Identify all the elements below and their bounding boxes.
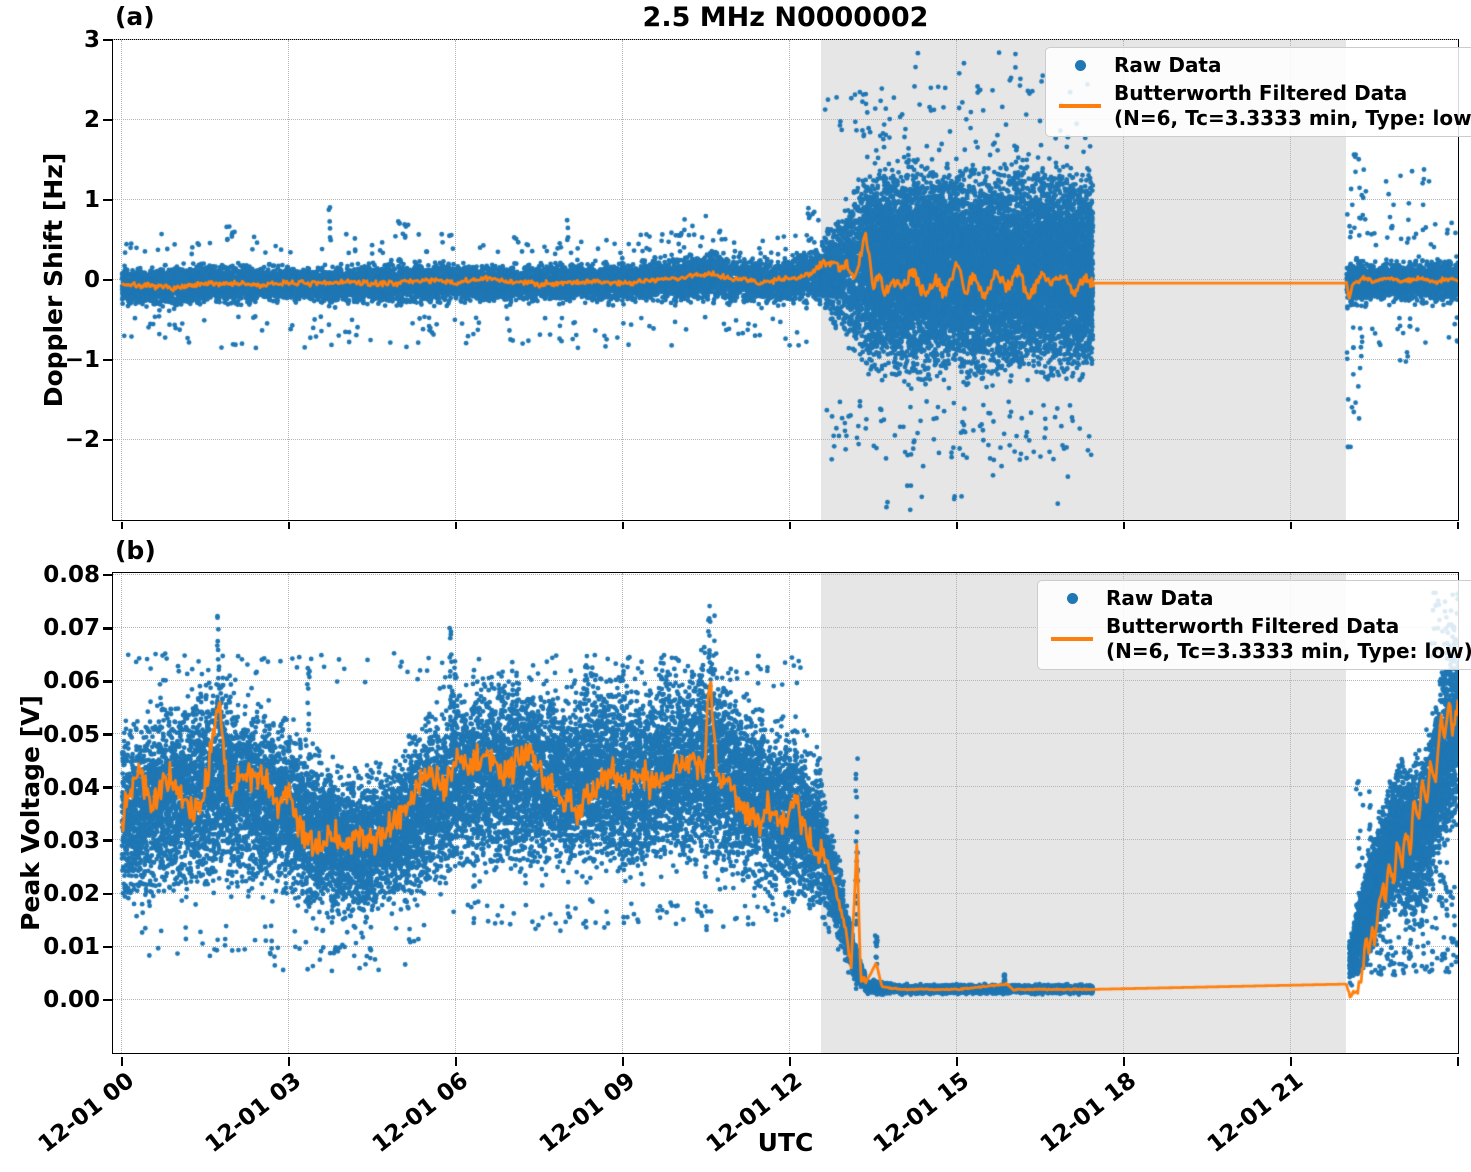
tick-mark [1122, 1056, 1126, 1066]
figure-title: 2.5 MHz N0000002 [642, 2, 929, 33]
legend-entry-raw: Raw Data [1044, 586, 1465, 611]
tick-mark [1122, 521, 1126, 529]
tick-mark [1289, 1056, 1293, 1066]
tick-mark [621, 1056, 625, 1066]
tick-mark [955, 521, 959, 529]
panel-tag-a: (a) [115, 2, 155, 31]
tick-mark [454, 521, 458, 529]
tick-mark [102, 198, 112, 202]
tick-mark [102, 998, 112, 1002]
y-tick-label: 0.08 [43, 562, 100, 589]
tick-mark [454, 1056, 458, 1066]
tick-mark [102, 733, 112, 736]
tick-mark [1289, 521, 1293, 529]
y-tick-label: 0.01 [43, 933, 100, 960]
y-tick-label: 3 [83, 27, 100, 53]
tick-mark [102, 573, 112, 577]
y-tick-label: −2 [64, 427, 100, 453]
legend-label-filtered-1: Butterworth Filtered Data [1114, 81, 1408, 105]
panel-tag-b: (b) [115, 536, 156, 565]
tick-mark [621, 521, 625, 529]
raw-data-marker-icon [1066, 593, 1078, 604]
tick-mark [102, 278, 112, 282]
tick-mark [1456, 1056, 1460, 1066]
y-tick-label: 1 [83, 187, 100, 213]
y-tick-label: 0 [83, 267, 100, 293]
tick-mark [102, 358, 112, 362]
tick-mark [102, 118, 112, 122]
tick-mark [287, 1056, 291, 1066]
legend-label-raw: Raw Data [1114, 53, 1222, 77]
tick-mark [102, 38, 112, 42]
tick-mark [102, 945, 112, 949]
tick-mark [788, 1056, 792, 1066]
tick-mark [102, 839, 112, 842]
y-tick-label: 0.07 [43, 615, 100, 642]
y-tick-label: 0.00 [43, 987, 100, 1013]
y-tick-label: 0.05 [43, 721, 100, 748]
y-tick-label: 0.04 [43, 774, 100, 801]
legend-entry-raw: Raw Data [1052, 53, 1465, 78]
legend-label-filtered-2: (N=6, Tc=3.3333 min, Type: low) [1114, 106, 1471, 130]
tick-mark [102, 438, 112, 442]
tick-mark [120, 521, 124, 529]
legend-doppler: Raw Data Butterworth Filtered Data (N=6,… [1045, 47, 1471, 137]
legend-voltage: Raw Data Butterworth Filtered Data (N=6,… [1037, 580, 1471, 670]
filtered-line-marker-icon [1051, 637, 1093, 641]
y-tick-label: 0.06 [43, 668, 100, 695]
tick-mark [102, 786, 112, 789]
tick-mark [955, 1056, 959, 1066]
filtered-line-marker-icon [1059, 104, 1101, 108]
legend-label-filtered-1: Butterworth Filtered Data [1106, 614, 1400, 638]
y-tick-label: −1 [64, 347, 100, 373]
y-tick-label: 2 [83, 107, 100, 133]
legend-label-raw: Raw Data [1106, 586, 1214, 610]
tick-mark [102, 680, 112, 683]
legend-entry-filtered: Butterworth Filtered Data (N=6, Tc=3.333… [1052, 81, 1471, 131]
y-tick-label: 0.03 [43, 827, 100, 854]
y-tick-label: 0.02 [43, 880, 100, 907]
raw-data-marker-icon [1074, 60, 1086, 71]
legend-entry-filtered: Butterworth Filtered Data (N=6, Tc=3.333… [1044, 614, 1471, 664]
tick-mark [102, 892, 112, 896]
legend-label-filtered-2: (N=6, Tc=3.3333 min, Type: low) [1106, 639, 1471, 663]
gridline [112, 38, 1458, 40]
tick-mark [1456, 521, 1460, 529]
x-axis-label: UTC [757, 1128, 814, 1157]
tick-mark [102, 627, 112, 630]
tick-mark [287, 521, 291, 529]
tick-mark [788, 521, 792, 529]
tick-mark [120, 1056, 124, 1066]
